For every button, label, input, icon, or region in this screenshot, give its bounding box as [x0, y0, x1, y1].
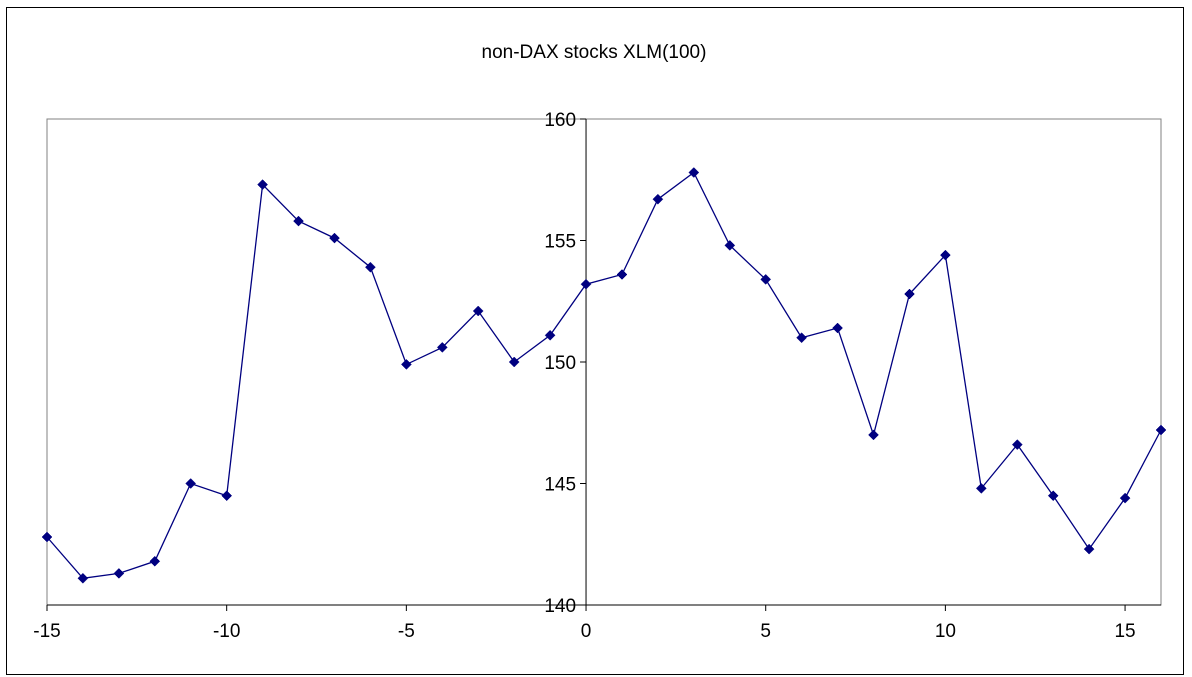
data-point — [796, 332, 807, 344]
data-point — [113, 568, 125, 579]
y-tick-label: 140 — [544, 596, 576, 617]
x-tick-label: 10 — [935, 621, 956, 642]
data-point — [472, 305, 484, 317]
data-point — [1083, 543, 1095, 555]
data-point — [868, 429, 879, 441]
data-point — [975, 483, 987, 494]
data-point — [436, 342, 448, 353]
x-tick-label: 0 — [581, 621, 592, 642]
data-point — [1119, 492, 1131, 504]
data-point — [544, 329, 556, 341]
plot-area — [46, 118, 1162, 606]
data-point — [401, 359, 412, 370]
series-line — [46, 171, 1162, 579]
data-point — [652, 193, 664, 205]
data-point — [185, 478, 197, 489]
y-tick-label: 145 — [544, 475, 576, 496]
x-tick-label: -10 — [213, 621, 240, 642]
data-point — [41, 531, 53, 543]
data-point — [508, 356, 520, 368]
data-point — [904, 288, 915, 300]
data-point — [149, 555, 161, 567]
y-tick-label: 150 — [544, 353, 576, 374]
data-point — [832, 322, 843, 334]
data-point — [724, 240, 736, 251]
data-point — [221, 490, 233, 502]
data-point — [688, 167, 700, 178]
data-point — [1011, 439, 1023, 450]
data-point — [940, 249, 951, 261]
x-tick-label: 5 — [760, 621, 771, 642]
data-point — [293, 215, 304, 227]
chart-title: non-DAX stocks XLM(100) — [482, 42, 707, 63]
data-point — [760, 274, 772, 285]
axes: -15 -10 -5 0 5 10 15 140 145 150 155 160 — [33, 110, 1161, 642]
line-chart: non-DAX stocks XLM(100) -15 -10 -5 0 5 10 15 14… — [33, 42, 1167, 642]
y-tick-label: 155 — [544, 232, 576, 253]
data-point — [1047, 490, 1059, 502]
data-point — [77, 572, 89, 584]
data-point — [580, 278, 592, 290]
data-point — [365, 261, 376, 273]
data-point — [616, 269, 628, 280]
x-tick-label: -15 — [33, 621, 60, 642]
x-tick-label: 15 — [1114, 621, 1135, 642]
data-point — [1155, 424, 1167, 436]
x-tick-label: -5 — [398, 621, 415, 642]
data-point — [257, 179, 268, 190]
series-layer — [41, 167, 1167, 584]
data-point — [329, 232, 340, 244]
y-tick-label: 160 — [544, 110, 576, 131]
chart-frame: non-DAX stocks XLM(100) -15 -10 -5 0 5 10 15 14… — [6, 7, 1184, 675]
